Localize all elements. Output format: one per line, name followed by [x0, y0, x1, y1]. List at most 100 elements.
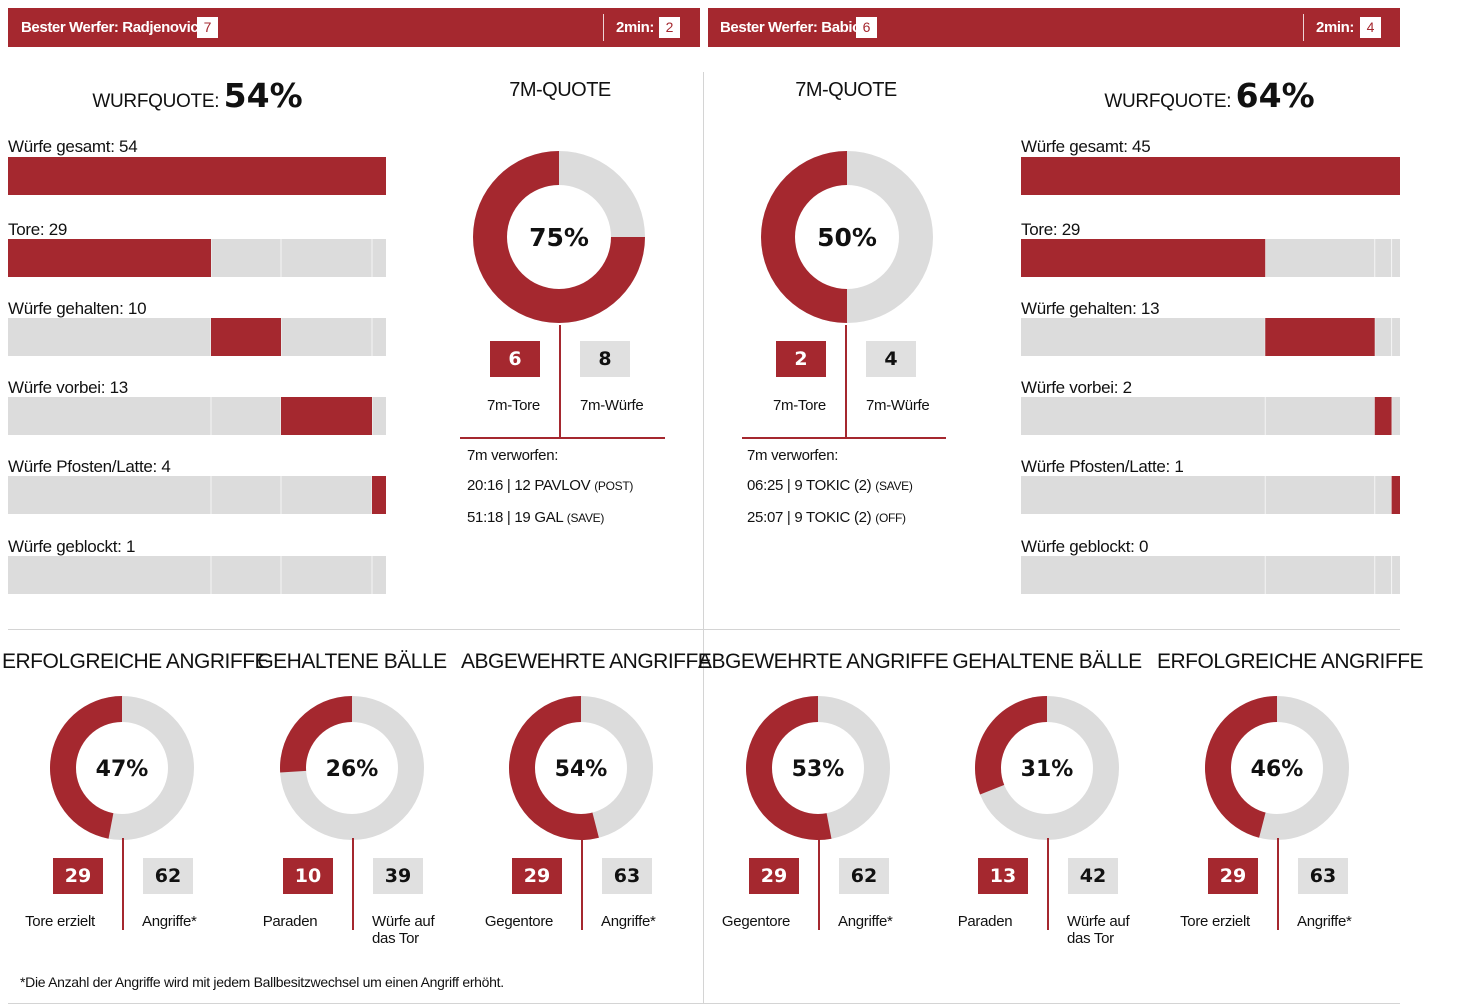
- bar-separator: [210, 397, 212, 435]
- seven-m-donut-left: 75%: [473, 151, 645, 323]
- stat-label-goals-right: Tore: 29: [1021, 220, 1081, 239]
- stat-label-post-right: Würfe Pfosten/Latte: 1: [1021, 457, 1184, 476]
- donut-value: 26%: [326, 757, 379, 782]
- bottom-divider: [8, 1003, 1400, 1004]
- two-min-value-left: 2: [659, 17, 680, 38]
- seven-m-missed-item-right: 06:25 | 9 TOKIC (2) (SAVE): [747, 477, 913, 494]
- bar-separator: [1374, 318, 1376, 356]
- bar-separator: [371, 239, 373, 277]
- panel-grey-label: Angriffe*: [601, 913, 656, 930]
- stat-label-missed-right: Würfe vorbei: 2: [1021, 378, 1132, 397]
- panel-donut: 26%: [280, 696, 424, 840]
- panel-title: GEHALTENE BÄLLE: [952, 650, 1142, 673]
- best-thrower-value-left: 7: [197, 17, 218, 38]
- two-min-label-left: 2min:: [616, 19, 655, 36]
- stat-label-missed-left: Würfe vorbei: 13: [8, 378, 128, 397]
- best-thrower-label-left: Bester Werfer: Radjenovic: [21, 19, 199, 36]
- donut-value: 75%: [529, 223, 589, 252]
- panel-title: ABGEWEHRTE ANGRIFFE: [461, 650, 712, 673]
- panel-red-value: 29: [749, 858, 799, 894]
- panel-red-value: 29: [1208, 858, 1258, 894]
- donut-hole: [795, 185, 899, 289]
- bar-separator: [1374, 239, 1376, 277]
- panel-donut: 54%: [509, 696, 653, 840]
- bar-segment: [1374, 397, 1392, 435]
- shot-bars-left: [8, 157, 386, 594]
- donut-value: 54%: [555, 757, 608, 782]
- stat-label-saved-right: Würfe gehalten: 13: [1021, 299, 1160, 318]
- center-divider: [703, 72, 704, 1004]
- seven-m-hline-right: [742, 437, 946, 439]
- donut-hole: [1001, 722, 1093, 814]
- shot-quote-label-right: WURFQUOTE:: [1104, 91, 1232, 112]
- seven-m-throws-left: 8: [580, 341, 630, 377]
- panel-divider: [818, 838, 820, 930]
- panel-divider: [122, 838, 124, 930]
- shot-quote-value-right: 64%: [1235, 76, 1315, 115]
- seven-m-goals-label-right: 7m-Tore: [773, 397, 826, 414]
- panel-grey-value: 63: [602, 858, 652, 894]
- shot-quote-right: WURFQUOTE: 64%: [1052, 76, 1367, 116]
- panel-red-label: Tore erzielt: [1180, 913, 1250, 930]
- bar-separator: [1264, 556, 1266, 594]
- panel-grey-value: 42: [1068, 858, 1118, 894]
- panel-grey-value: 62: [839, 858, 889, 894]
- seven-m-missed-item-right: 25:07 | 9 TOKIC (2) (OFF): [747, 509, 906, 526]
- donut-hole: [306, 722, 398, 814]
- best-thrower-label-right: Bester Werfer: Babic: [720, 19, 861, 36]
- bar-separator: [1264, 476, 1266, 514]
- seven-m-goals-right: 2: [776, 341, 826, 377]
- bar-separator: [1264, 318, 1266, 356]
- panel-title: ERFOLGREICHE ANGRIFFE: [2, 650, 269, 673]
- bar-separator: [280, 239, 282, 277]
- panel-red-value: 13: [978, 858, 1028, 894]
- shot-quote-left: WURFQUOTE: 54%: [40, 76, 355, 116]
- panel-title: GEHALTENE BÄLLE: [257, 650, 447, 673]
- section-divider: [8, 629, 1400, 630]
- seven-m-vline-right: [845, 325, 847, 438]
- panel-divider: [1047, 838, 1049, 930]
- panel-divider: [581, 838, 583, 930]
- seven-m-missed-item-left: 20:16 | 12 PAVLOV (POST): [467, 477, 634, 494]
- donut-value: 50%: [817, 223, 877, 252]
- best-thrower-value-right: 6: [856, 17, 877, 38]
- bar-segment: [1391, 476, 1400, 514]
- bar-separator: [210, 556, 212, 594]
- seven-m-throws-right: 4: [866, 341, 916, 377]
- bar-total: [8, 157, 386, 195]
- bar-separator: [280, 556, 282, 594]
- panel-grey-label: Angriffe*: [142, 913, 197, 930]
- bar-separator: [1374, 476, 1376, 514]
- bar-separator: [1391, 556, 1393, 594]
- stat-label-post-left: Würfe Pfosten/Latte: 4: [8, 457, 171, 476]
- bar-track: [1021, 397, 1400, 435]
- stat-label-saved-left: Würfe gehalten: 10: [8, 299, 147, 318]
- bar-separator: [210, 476, 212, 514]
- seven-m-title-left: 7M-QUOTE: [509, 79, 611, 101]
- bar-segment: [1021, 239, 1266, 277]
- panel-red-label: Gegentore: [484, 913, 554, 930]
- bar-segment: [281, 397, 372, 435]
- bar-total: [1021, 157, 1400, 195]
- bar-track: [8, 318, 386, 356]
- header-divider-right: [1303, 14, 1304, 41]
- bar-segment: [1265, 318, 1375, 356]
- header-bar-left: Bester Werfer: Radjenovic 7 2min: 2: [8, 8, 700, 47]
- stat-label-blocked-left: Würfe geblockt: 1: [8, 537, 136, 556]
- seven-m-goals-left: 6: [490, 341, 540, 377]
- bar-separator: [1391, 318, 1393, 356]
- donut-hole: [772, 722, 864, 814]
- panel-red-value: 29: [512, 858, 562, 894]
- seven-m-donut-right: 50%: [761, 151, 933, 323]
- panel-donut: 31%: [975, 696, 1119, 840]
- stat-label-goals-left: Tore: 29: [8, 220, 68, 239]
- seven-m-goals-label-left: 7m-Tore: [487, 397, 540, 414]
- bar-track: [8, 556, 386, 594]
- seven-m-throws-label-left: 7m-Würfe: [580, 397, 644, 414]
- bar-track: [1021, 556, 1400, 594]
- panel-red-label: Paraden: [262, 913, 318, 930]
- panel-grey-label: Angriffe*: [838, 913, 893, 930]
- bar-separator: [371, 556, 373, 594]
- panel-grey-label: Würfe auf das Tor: [1067, 913, 1130, 947]
- panel-title: ABGEWEHRTE ANGRIFFE: [698, 650, 949, 673]
